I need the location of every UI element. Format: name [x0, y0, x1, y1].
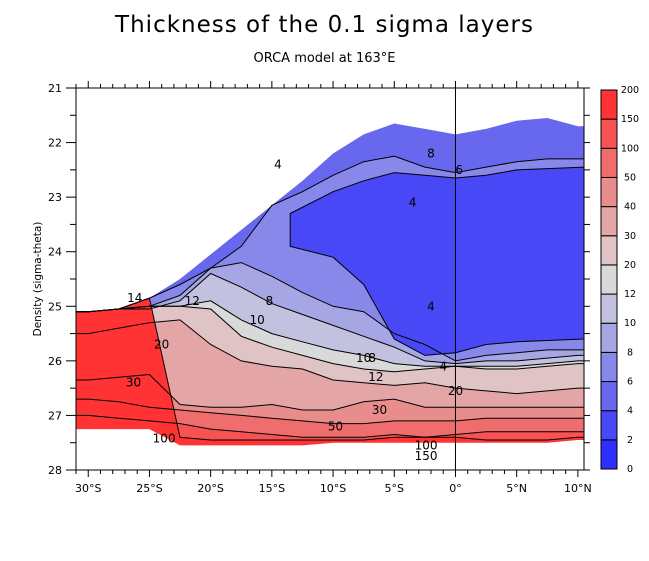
contour-label: 100 [153, 431, 176, 445]
colorbar-swatch [600, 293, 618, 324]
y-tick-label: 26 [48, 355, 62, 368]
colorbar-swatch [600, 89, 618, 120]
contour-label: 14 [127, 291, 142, 305]
y-tick-label: 27 [48, 409, 62, 422]
colorbar-label: 200 [621, 85, 639, 96]
y-tick-label: 22 [48, 137, 62, 150]
band-iso_20 [76, 319, 584, 410]
contour-iso_100 [76, 414, 584, 438]
contour-label: 4 [409, 196, 417, 210]
x-tick-label: 30°S [75, 482, 101, 495]
colorbar-swatch [600, 322, 618, 353]
colorbar-label: 2 [627, 435, 633, 446]
y-tick-label: 28 [48, 464, 62, 477]
band-iso_100 [76, 415, 584, 440]
x-tick-label: 10°S [320, 482, 346, 495]
contour-label: 20 [154, 337, 169, 351]
contour-label: 10 [250, 313, 265, 327]
contour-label: 30 [126, 376, 141, 390]
colorbar-swatch [600, 410, 618, 441]
colorbar-label: 100 [621, 143, 639, 154]
contour-label: 6 [455, 163, 463, 177]
contour-label: 8 [266, 294, 274, 308]
x-tick-label: 5°N [506, 482, 527, 495]
colorbar-swatch [600, 439, 618, 470]
colorbar-label: 12 [624, 289, 636, 300]
band-iso_10 [76, 300, 584, 372]
contour-iso_50 [76, 398, 584, 425]
colorbar-swatch [600, 381, 618, 412]
colorbar-swatch [600, 206, 618, 237]
colorbar-label: 6 [627, 377, 633, 388]
colorbar-label: 4 [627, 406, 633, 417]
colorbar-swatch [600, 235, 618, 266]
contour-iso_12 [76, 305, 584, 373]
x-tick-label: 10°N [564, 482, 592, 495]
y-axis: 21 22 23 24 25 26 27 28 [48, 82, 590, 477]
band-iso_50 [76, 399, 584, 438]
colorbar-label: 50 [624, 172, 636, 183]
band-iso_12 [76, 306, 584, 394]
contour-label: 12 [368, 370, 383, 384]
contour-label: 8 [368, 351, 376, 365]
y-tick-label: 21 [48, 82, 62, 95]
colorbar-label: 8 [627, 347, 633, 358]
contour-iso_30 [76, 373, 584, 411]
colorbar-label: 40 [624, 202, 636, 213]
contour-label: 50 [328, 419, 343, 433]
colorbar-swatch [600, 176, 618, 208]
band-core-2-4 [289, 166, 584, 356]
colorbar: 0 2 4 6 8 10 12 20 30 40 50 100 150 200 [600, 85, 639, 475]
colorbar-swatch [600, 264, 618, 295]
colorbar-swatch [600, 118, 618, 149]
chart-subtitle: ORCA model at 163°E [253, 51, 396, 66]
contour-label: 150 [415, 449, 438, 463]
filled-bands [76, 118, 584, 446]
colorbar-swatch [600, 147, 618, 178]
x-tick-label: 5°S [385, 482, 404, 495]
contour-label: 100 [415, 438, 438, 452]
band-iso_30 [76, 374, 584, 424]
contour-label: 10 [356, 351, 371, 365]
contour-label: 4 [427, 299, 435, 313]
contour-label: 30 [372, 403, 387, 417]
chart-title: Thickness of the 0.1 sigma layers [115, 12, 534, 38]
x-tick-label: 0° [449, 482, 462, 495]
contour-lines [76, 155, 584, 441]
colorbar-swatch [600, 351, 618, 383]
y-tick-label: 24 [48, 246, 62, 259]
colorbar-label: 0 [627, 464, 633, 475]
colorbar-label: 20 [624, 260, 636, 271]
x-axis: 30°S 25°S 20°S 15°S 10°S 5°S 0° 5°N 10°N [75, 81, 592, 495]
contour-label: 12 [185, 294, 200, 308]
contour-label: 4 [439, 359, 447, 373]
colorbar-label: 10 [624, 318, 636, 329]
x-tick-label: 15°S [259, 482, 285, 495]
contour-label: 8 [427, 146, 435, 160]
contour-iso_8 [76, 272, 584, 365]
y-tick-label: 25 [48, 300, 62, 313]
band-iso_150 [76, 298, 584, 446]
y-axis-title: Density (sigma-theta) [32, 222, 44, 337]
band-iso_8 [76, 273, 584, 367]
contour-iso_20 [76, 319, 584, 395]
x-tick-label: 25°S [136, 482, 162, 495]
x-tick-label: 20°S [197, 482, 223, 495]
contour-iso_150 [76, 297, 584, 441]
band-outcrop_top [76, 118, 584, 312]
colorbar-label: 30 [624, 231, 636, 242]
y-tick-label: 23 [48, 191, 62, 204]
contour-label: 4 [274, 157, 282, 171]
band-iso_6 [76, 262, 584, 364]
colorbar-label: 150 [621, 114, 639, 125]
